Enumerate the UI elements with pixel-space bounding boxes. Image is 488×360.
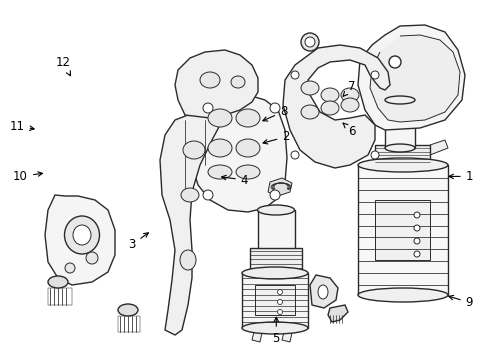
Ellipse shape xyxy=(269,190,280,200)
Ellipse shape xyxy=(413,212,419,218)
Ellipse shape xyxy=(203,103,213,113)
Ellipse shape xyxy=(320,101,338,115)
Ellipse shape xyxy=(236,165,260,179)
Polygon shape xyxy=(283,45,389,168)
Text: 7: 7 xyxy=(343,80,355,96)
Text: 5: 5 xyxy=(272,317,280,345)
Ellipse shape xyxy=(64,216,99,254)
Polygon shape xyxy=(190,95,286,212)
Text: 12: 12 xyxy=(56,57,71,76)
Polygon shape xyxy=(309,275,337,308)
Ellipse shape xyxy=(357,158,447,172)
Ellipse shape xyxy=(301,33,318,51)
Ellipse shape xyxy=(180,250,196,270)
Bar xyxy=(374,200,429,260)
Ellipse shape xyxy=(242,267,307,279)
Ellipse shape xyxy=(305,37,314,47)
Ellipse shape xyxy=(200,72,220,88)
Ellipse shape xyxy=(65,263,75,273)
Ellipse shape xyxy=(73,225,91,245)
Polygon shape xyxy=(357,25,464,130)
Ellipse shape xyxy=(357,288,447,302)
Ellipse shape xyxy=(340,98,358,112)
Ellipse shape xyxy=(301,105,318,119)
Ellipse shape xyxy=(48,276,68,288)
Ellipse shape xyxy=(236,109,260,127)
Ellipse shape xyxy=(236,139,260,157)
Polygon shape xyxy=(267,178,291,196)
Ellipse shape xyxy=(207,139,231,157)
Polygon shape xyxy=(429,140,447,155)
Ellipse shape xyxy=(277,300,282,305)
Ellipse shape xyxy=(277,289,282,294)
Ellipse shape xyxy=(277,310,282,315)
Ellipse shape xyxy=(290,151,298,159)
Polygon shape xyxy=(374,145,429,165)
Polygon shape xyxy=(242,273,307,328)
Ellipse shape xyxy=(203,190,213,200)
Text: 10: 10 xyxy=(13,170,42,183)
Polygon shape xyxy=(384,100,414,148)
Ellipse shape xyxy=(413,225,419,231)
Bar xyxy=(254,285,294,315)
Ellipse shape xyxy=(370,151,378,159)
Ellipse shape xyxy=(118,304,138,316)
Text: 1: 1 xyxy=(448,170,472,183)
Ellipse shape xyxy=(413,238,419,244)
Polygon shape xyxy=(357,165,447,295)
Ellipse shape xyxy=(370,71,378,79)
Ellipse shape xyxy=(207,165,231,179)
Text: 2: 2 xyxy=(263,130,289,144)
Ellipse shape xyxy=(230,76,244,88)
Ellipse shape xyxy=(242,322,307,334)
Text: 11: 11 xyxy=(10,120,34,132)
Ellipse shape xyxy=(320,88,338,102)
Ellipse shape xyxy=(317,285,327,299)
Ellipse shape xyxy=(384,144,414,152)
Polygon shape xyxy=(249,248,302,275)
Ellipse shape xyxy=(413,251,419,257)
Polygon shape xyxy=(251,328,263,342)
Text: 8: 8 xyxy=(263,105,287,121)
Ellipse shape xyxy=(269,103,280,113)
Polygon shape xyxy=(175,50,258,118)
Polygon shape xyxy=(327,305,347,322)
Polygon shape xyxy=(45,195,115,285)
Ellipse shape xyxy=(388,56,400,68)
Text: 6: 6 xyxy=(343,123,355,138)
Polygon shape xyxy=(369,35,459,122)
Ellipse shape xyxy=(257,205,294,215)
Text: 3: 3 xyxy=(128,233,148,251)
Text: 9: 9 xyxy=(448,296,472,309)
Polygon shape xyxy=(282,328,292,342)
Ellipse shape xyxy=(301,81,318,95)
Ellipse shape xyxy=(340,88,358,102)
Polygon shape xyxy=(258,210,294,250)
Text: 4: 4 xyxy=(221,174,248,186)
Ellipse shape xyxy=(86,252,98,264)
Polygon shape xyxy=(160,115,220,335)
Ellipse shape xyxy=(181,188,199,202)
Polygon shape xyxy=(118,316,140,332)
Ellipse shape xyxy=(384,96,414,104)
Ellipse shape xyxy=(183,141,204,159)
Ellipse shape xyxy=(290,71,298,79)
Polygon shape xyxy=(48,288,72,305)
Ellipse shape xyxy=(207,109,231,127)
